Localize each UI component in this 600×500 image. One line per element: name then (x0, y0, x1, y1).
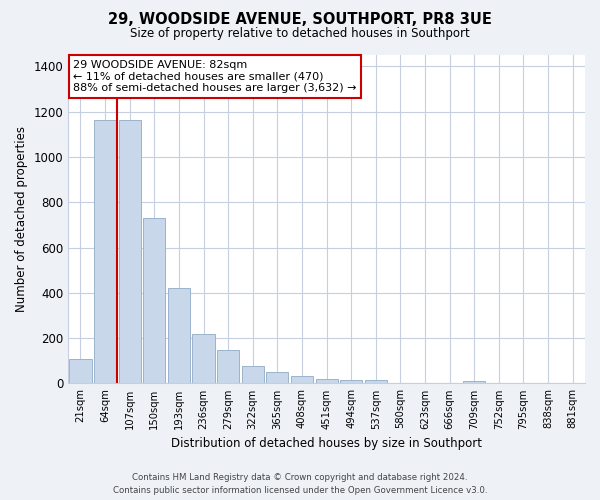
Bar (242, 366, 264, 384)
Bar (291, 376, 313, 384)
Bar (266, 372, 289, 384)
Bar (119, 120, 141, 384)
Bar (316, 380, 338, 384)
Bar (463, 381, 485, 384)
Y-axis label: Number of detached properties: Number of detached properties (15, 126, 28, 312)
Bar (340, 380, 362, 384)
Bar (365, 380, 387, 384)
Text: 29, WOODSIDE AVENUE, SOUTHPORT, PR8 3UE: 29, WOODSIDE AVENUE, SOUTHPORT, PR8 3UE (108, 12, 492, 28)
Text: Contains HM Land Registry data © Crown copyright and database right 2024.
Contai: Contains HM Land Registry data © Crown c… (113, 473, 487, 495)
Bar (217, 350, 239, 384)
Bar (94, 120, 116, 384)
Bar (193, 334, 215, 384)
Bar (70, 358, 92, 384)
X-axis label: Distribution of detached houses by size in Southport: Distribution of detached houses by size … (171, 437, 482, 450)
Text: 29 WOODSIDE AVENUE: 82sqm
← 11% of detached houses are smaller (470)
88% of semi: 29 WOODSIDE AVENUE: 82sqm ← 11% of detac… (73, 60, 357, 93)
Bar (168, 288, 190, 384)
Bar (143, 218, 166, 384)
Text: Size of property relative to detached houses in Southport: Size of property relative to detached ho… (130, 28, 470, 40)
